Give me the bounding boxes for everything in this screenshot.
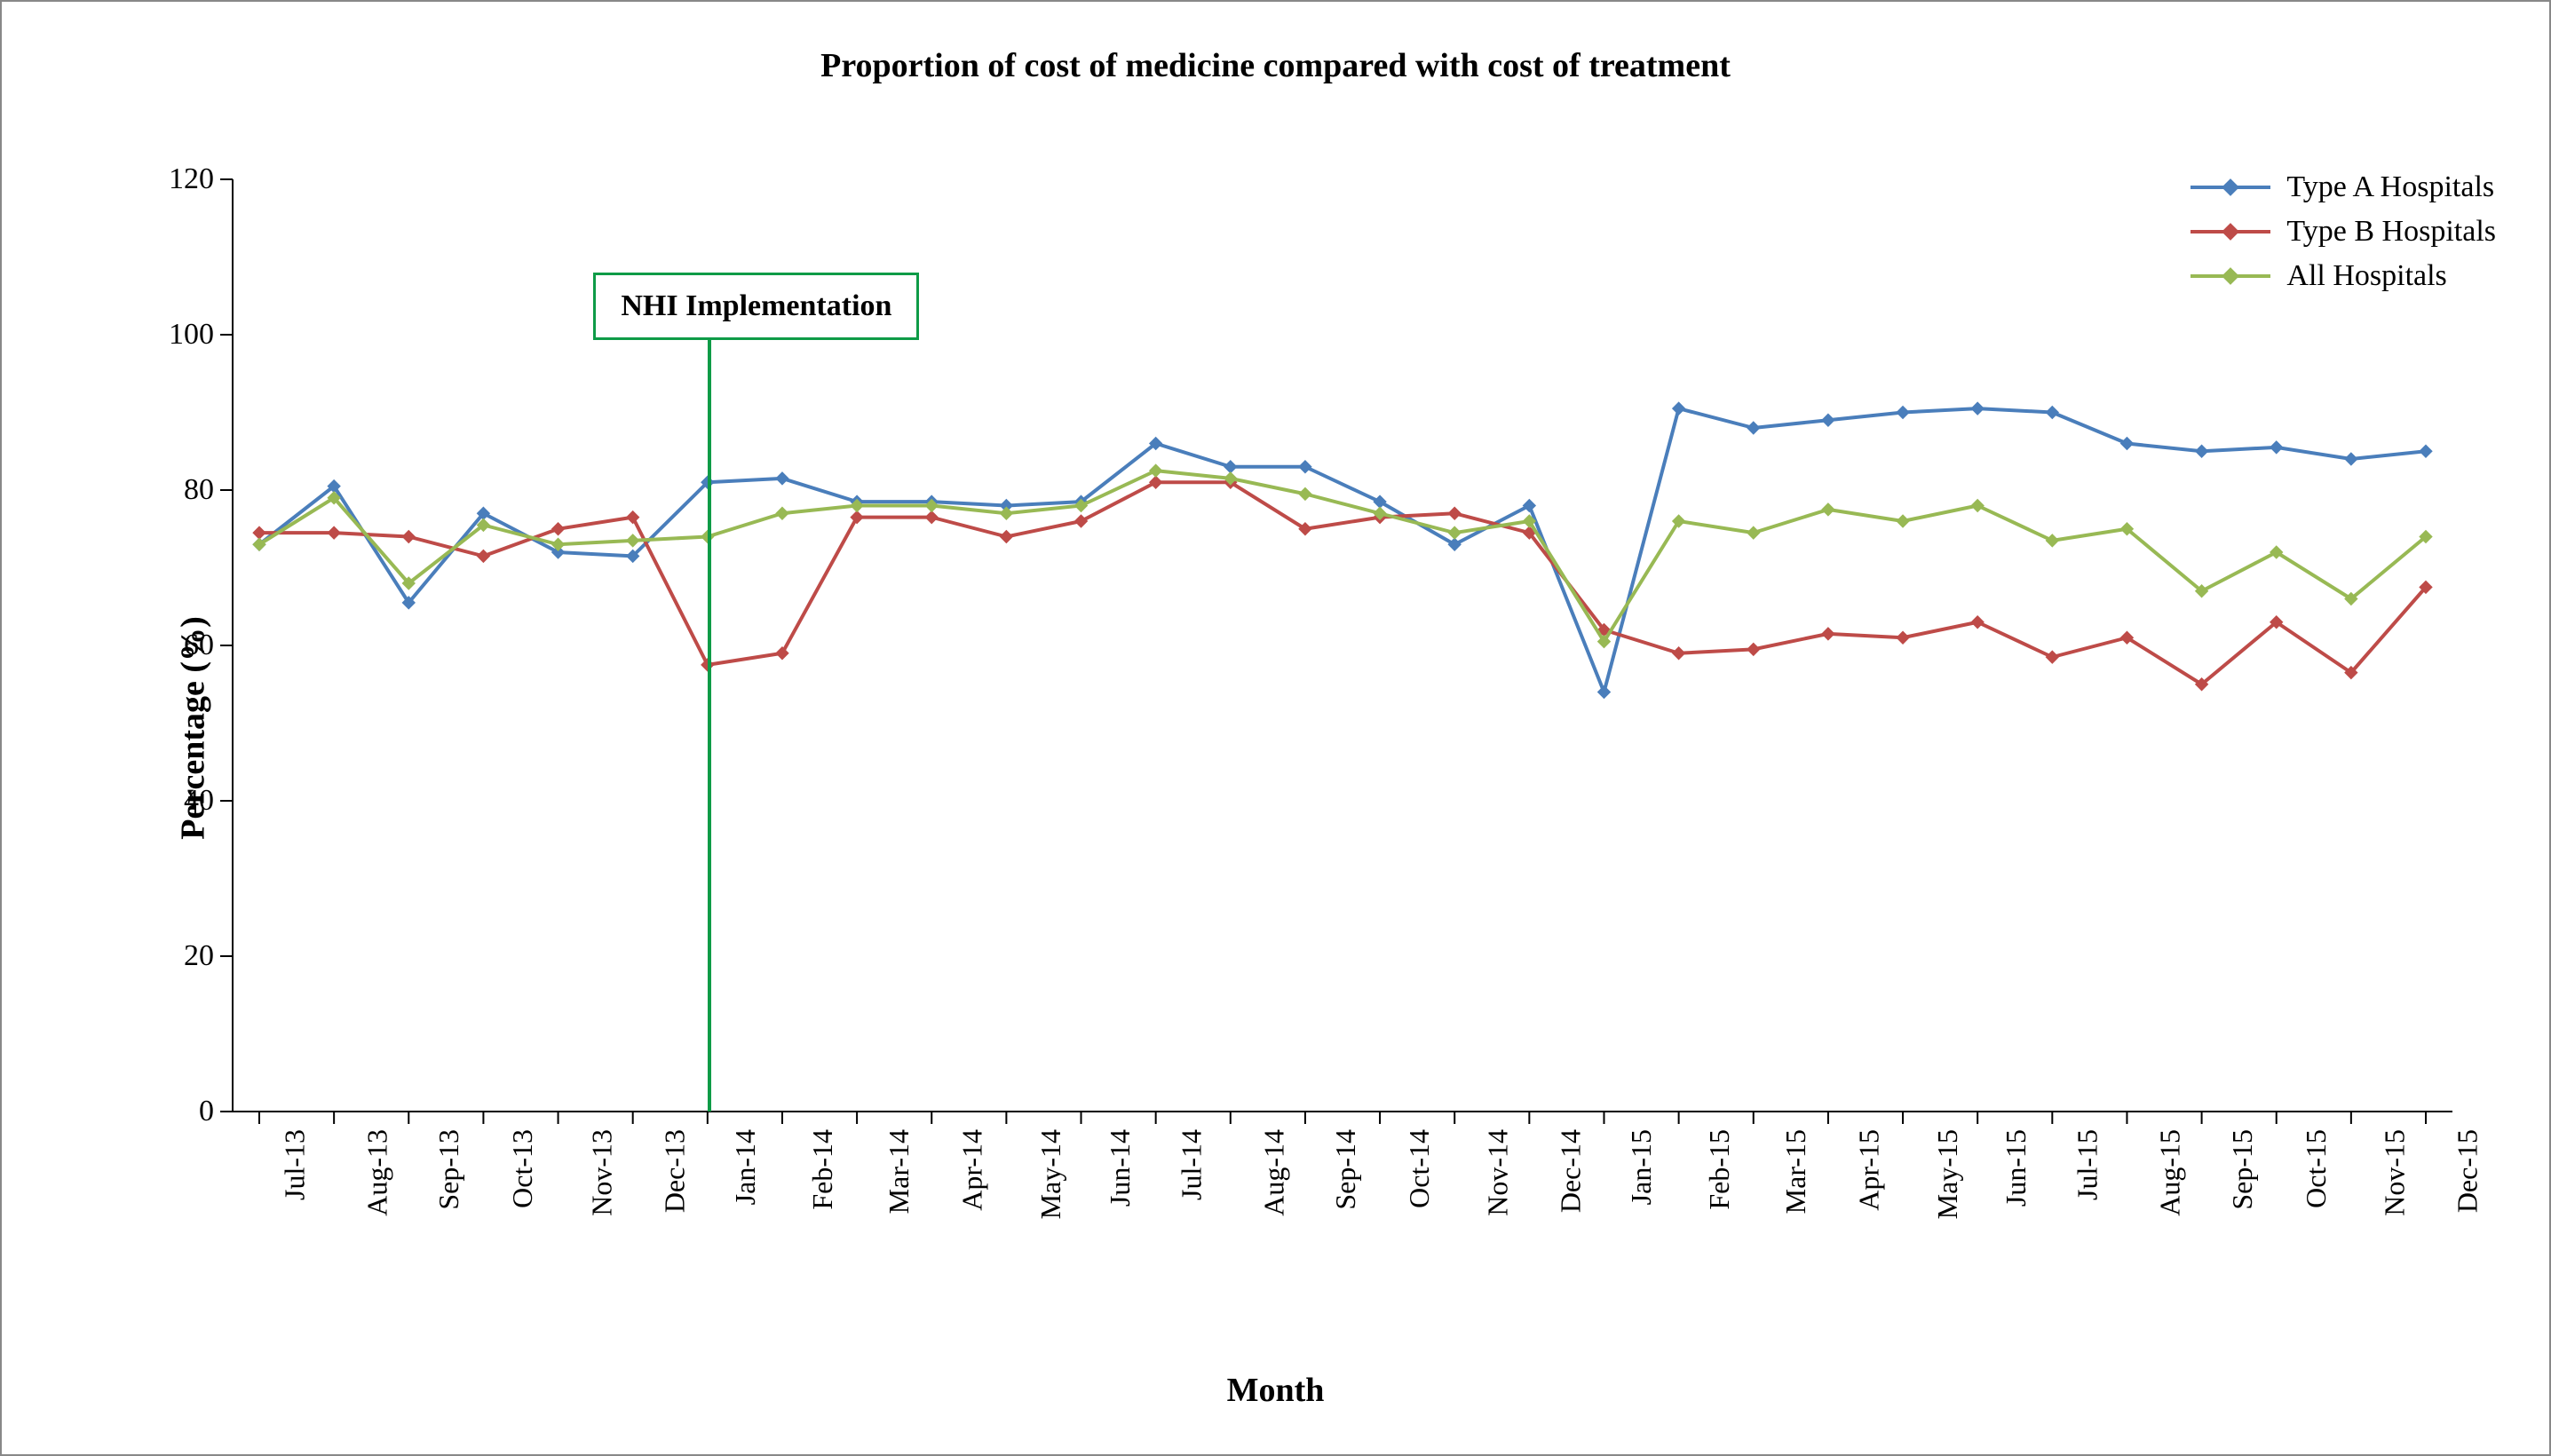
x-tick-label: May-15 [1931, 1129, 1964, 1219]
x-tick-label: Mar-14 [883, 1129, 915, 1214]
annotation-box: NHI Implementation [593, 273, 919, 340]
y-tick-label: 80 [125, 473, 214, 507]
legend-swatch [2191, 186, 2270, 189]
legend-label: Type B Hospitals [2286, 215, 2496, 249]
x-tick-label: Sep-15 [2225, 1129, 2258, 1210]
plot-svg [233, 179, 2452, 1112]
x-tick-label: Sep-13 [432, 1129, 465, 1210]
x-tick-label: Mar-15 [1779, 1129, 1812, 1214]
legend: Type A Hospitals Type B Hospitals All Hosp… [2191, 170, 2496, 304]
legend-label: Type A Hospitals [2286, 170, 2494, 204]
annotation-line [708, 331, 711, 1112]
x-tick-label: Jul-13 [279, 1129, 312, 1200]
y-tick-label: 120 [125, 162, 214, 196]
legend-swatch [2191, 230, 2270, 233]
x-tick-label: Feb-15 [1702, 1129, 1735, 1210]
x-tick-label: Aug-13 [361, 1129, 394, 1216]
x-tick-label: Oct-13 [506, 1129, 539, 1208]
y-tick-label: 100 [125, 318, 214, 352]
x-axis-title: Month [2, 1371, 2549, 1410]
x-tick-label: Nov-13 [585, 1129, 618, 1216]
x-tick-label: Nov-14 [1482, 1129, 1515, 1216]
x-tick-label: Jun-15 [2000, 1129, 2032, 1207]
x-tick-label: May-14 [1035, 1129, 1068, 1219]
x-tick-label: Dec-14 [1555, 1129, 1588, 1213]
plot-area: NHI Implementation [233, 179, 2452, 1112]
x-tick-label: Aug-15 [2154, 1129, 2187, 1216]
x-tick-label: Dec-15 [2452, 1129, 2484, 1213]
x-tick-label: Jun-14 [1104, 1129, 1137, 1207]
y-tick-label: 40 [125, 784, 214, 818]
y-tick-label: 0 [125, 1095, 214, 1128]
x-tick-label: Sep-14 [1329, 1129, 1362, 1210]
x-tick-label: Oct-14 [1403, 1129, 1436, 1208]
x-tick-label: Jan-15 [1626, 1129, 1659, 1205]
legend-item: Type B Hospitals [2191, 215, 2496, 249]
x-tick-label: Dec-13 [658, 1129, 691, 1213]
x-tick-label: Jul-14 [1175, 1129, 1208, 1200]
x-tick-label: Jul-15 [2072, 1129, 2104, 1200]
legend-item: Type A Hospitals [2191, 170, 2496, 204]
x-tick-label: Apr-14 [956, 1129, 989, 1211]
y-tick-label: 20 [125, 939, 214, 973]
legend-item: All Hospitals [2191, 259, 2496, 293]
chart-frame: Proportion of cost of medicine compared … [0, 0, 2551, 1456]
x-tick-label: Nov-15 [2378, 1129, 2411, 1216]
x-tick-label: Aug-14 [1257, 1129, 1290, 1216]
x-tick-label: Oct-15 [2300, 1129, 2333, 1208]
x-tick-label: Apr-15 [1852, 1129, 1885, 1211]
chart-title: Proportion of cost of medicine compared … [2, 46, 2549, 85]
legend-label: All Hospitals [2286, 259, 2446, 293]
annotation-text: NHI Implementation [621, 289, 891, 322]
legend-swatch [2191, 274, 2270, 278]
y-tick-label: 60 [125, 629, 214, 662]
x-tick-label: Jan-14 [729, 1129, 762, 1205]
x-tick-label: Feb-14 [806, 1129, 839, 1210]
